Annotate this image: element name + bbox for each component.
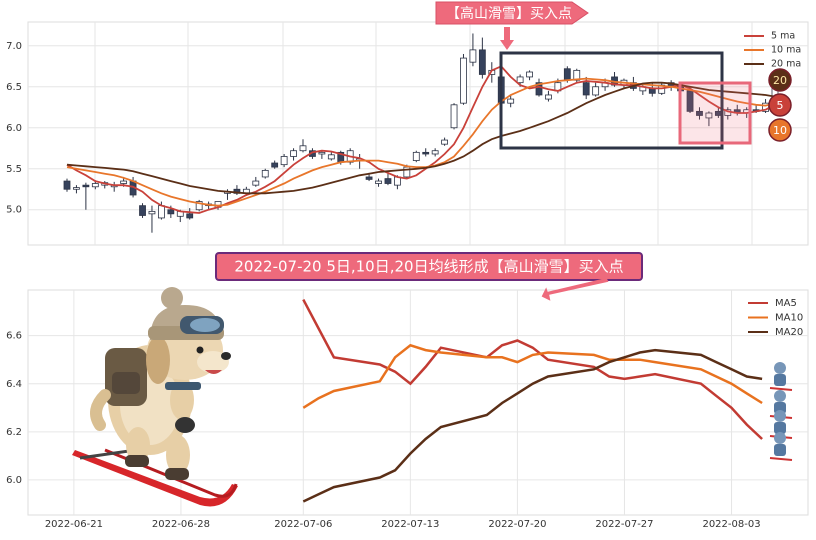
chart-title: 2022-07-20 5日,10日,20日均线形成【高山滑雪】买入点	[234, 258, 623, 276]
skier-icons	[769, 362, 793, 461]
candle-body	[186, 213, 194, 219]
x-tick-label: 2022-06-21	[45, 519, 103, 530]
legend-label: MA10	[775, 313, 803, 324]
y-tick-label: 6.6	[6, 331, 22, 342]
candle-body	[545, 94, 552, 100]
candle-body	[327, 154, 335, 160]
ma-badge-label: 5	[777, 99, 784, 112]
candle-body	[460, 57, 467, 104]
ma-badge	[768, 93, 792, 117]
candle-body	[63, 180, 71, 190]
legend-label: 10 ma	[771, 45, 801, 56]
candle-body	[261, 169, 269, 178]
candle-body	[384, 178, 392, 184]
candle-body	[290, 150, 297, 157]
ma-line	[302, 299, 763, 440]
candle-body	[535, 82, 543, 96]
candle-body	[299, 145, 307, 152]
candle-body	[582, 82, 590, 96]
ma-badge-label: 20	[773, 74, 787, 87]
candle-body	[120, 180, 128, 184]
title-banner	[215, 252, 643, 281]
legend-label: 20 ma	[771, 59, 801, 70]
legend-label: MA5	[775, 298, 797, 309]
candle-body	[507, 98, 515, 104]
candle-body	[696, 110, 703, 116]
candle-body	[441, 139, 449, 145]
x-tick-label: 2022-08-03	[702, 519, 760, 530]
candle-body	[82, 184, 90, 188]
ma-badge	[768, 68, 792, 92]
x-tick-label: 2022-07-27	[595, 519, 653, 530]
x-tick-label: 2022-06-28	[152, 519, 210, 530]
candle-body	[148, 210, 156, 215]
ma-line	[66, 77, 776, 207]
ma-badge-label: 10	[773, 124, 787, 137]
y-tick-label: 6.2	[6, 427, 22, 438]
y-tick-label: 6.0	[6, 475, 22, 486]
signal-box	[499, 51, 724, 150]
ma-line	[66, 65, 776, 214]
candle-body	[375, 180, 382, 184]
candle-body	[195, 201, 203, 211]
candle-body	[431, 150, 439, 155]
candle-body	[139, 205, 146, 216]
x-tick-label: 2022-07-13	[381, 519, 439, 530]
x-tick-label: 2022-07-06	[274, 519, 332, 530]
annotation-text: 【高山滑雪】买入点	[446, 5, 572, 22]
candle-body	[167, 209, 175, 215]
candle-body	[450, 104, 458, 129]
candle-body	[73, 187, 80, 190]
candle-body	[563, 68, 571, 81]
y-tick-label: 6.5	[6, 82, 22, 93]
candle-body	[478, 49, 486, 75]
legend-label: MA20	[775, 327, 803, 338]
ma-line	[302, 343, 763, 409]
annotation-arrow	[500, 27, 514, 50]
y-tick-label: 5.5	[6, 164, 22, 175]
y-tick-label: 6.4	[6, 379, 22, 390]
candle-body	[412, 151, 420, 161]
candle-body	[526, 71, 533, 78]
candle-body	[91, 183, 99, 188]
candle-body	[157, 205, 165, 219]
candle-body	[252, 180, 260, 186]
y-tick-label: 6.0	[6, 123, 22, 134]
ma-badge	[768, 118, 792, 142]
candle-body	[318, 151, 326, 155]
y-tick-label: 7.0	[6, 41, 22, 52]
candle-body	[705, 112, 713, 119]
candle-body	[271, 162, 279, 168]
candle-body	[422, 151, 430, 155]
candle-body	[469, 49, 477, 63]
x-tick-label: 2022-07-20	[488, 519, 546, 530]
ma-line	[302, 348, 763, 503]
candle-body	[592, 86, 600, 96]
annotation-tag	[435, 1, 589, 25]
candle-body	[365, 176, 373, 180]
candle-body	[280, 156, 288, 166]
dog-illustration	[72, 287, 238, 507]
y-tick-label: 5.0	[6, 205, 22, 216]
candle-body	[516, 76, 524, 84]
highlight-box	[678, 81, 752, 145]
ma-line	[66, 81, 776, 195]
legend-label: 5 ma	[771, 31, 795, 42]
pointer-arrow	[541, 277, 609, 301]
